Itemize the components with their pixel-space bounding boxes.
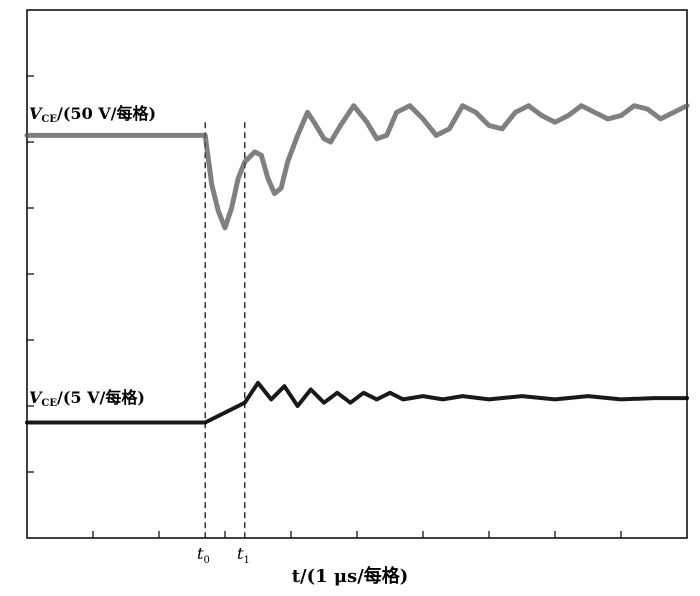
series-label-vce-50v: VCE/(50 V/每格) [29,104,157,125]
series-line-1 [25,380,689,425]
tick-marks [27,75,622,538]
waveforms [24,103,690,425]
plot-frame [26,9,688,539]
series-line-0 [24,103,690,231]
series-label-vce-5v: VCE/(5 V/每格) [29,388,145,409]
x-axis-label: t/(1 μs/每格) [291,566,409,587]
marker-label-t0: t0 [197,544,210,566]
marker-label-t1: t1 [237,544,250,566]
